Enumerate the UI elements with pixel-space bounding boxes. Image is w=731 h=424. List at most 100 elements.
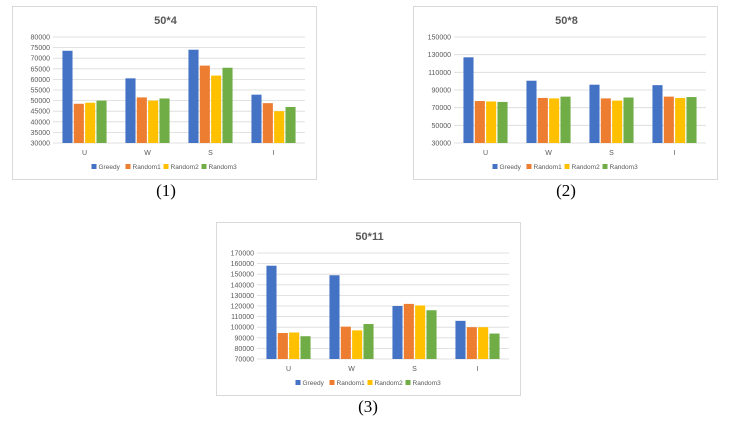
y-tick-label: 50000 [31, 98, 51, 105]
bar-random2-i [675, 97, 686, 143]
bar-random2-w [352, 330, 363, 359]
legend-swatch-greedy [295, 380, 301, 385]
bar-greedy-s [589, 84, 600, 143]
bar-greedy-i [251, 94, 262, 143]
y-tick-label: 110000 [428, 70, 451, 77]
y-tick-label: 100000 [231, 325, 254, 332]
y-tick-label: 80000 [31, 35, 51, 42]
bar-random2-u [486, 101, 497, 143]
bar-random2-s [612, 100, 623, 143]
x-tick-label: S [412, 366, 417, 373]
x-tick-label: W [144, 150, 151, 157]
legend-label-random2: Random2 [572, 164, 601, 171]
y-tick-label: 40000 [31, 119, 51, 126]
caption-2: (2) [556, 181, 576, 200]
caption-3: (3) [358, 397, 378, 416]
legend-swatch-random1 [526, 164, 532, 169]
y-tick-label: 50000 [432, 123, 452, 130]
legend-label-greedy: Greedy [99, 164, 121, 171]
legend-swatch-random1 [329, 380, 335, 385]
x-tick-label: I [674, 150, 676, 157]
legend-label-random3: Random3 [610, 164, 639, 171]
bar-random3-u [300, 336, 311, 359]
chart-panel-3: 50*11 170000 160000 150000 140000 130000 12000… [216, 222, 521, 396]
legend-swatch-greedy [91, 164, 97, 169]
bar-random1-u [474, 101, 485, 143]
chart-title: 50*4 [154, 15, 178, 27]
bar-random2-i [274, 111, 285, 143]
bar-random1-u [277, 333, 288, 359]
bar-random3-u [497, 101, 508, 143]
y-tick-label: 150000 [231, 272, 254, 279]
legend-label-greedy: Greedy [500, 164, 522, 171]
y-tick-label: 70000 [31, 56, 51, 63]
y-tick-label: 75000 [31, 45, 51, 52]
y-tick-label: 170000 [231, 251, 254, 258]
legend-swatch-random2 [367, 380, 373, 385]
y-tick-label: 55000 [31, 88, 51, 95]
bar-random2-u [85, 102, 96, 143]
y-tick-label: 150000 [428, 35, 451, 42]
y-tick-label: 160000 [231, 261, 254, 268]
bar-greedy-u [62, 50, 73, 143]
x-tick-label: S [208, 150, 213, 157]
legend-swatch-greedy [492, 164, 498, 169]
legend-swatch-random3 [201, 164, 207, 169]
bar-random1-i [262, 103, 273, 143]
y-tick-label: 120000 [231, 304, 254, 311]
y-tick-label: 45000 [31, 109, 51, 116]
bar-random1-u [73, 103, 84, 143]
y-tick-label: 30000 [432, 141, 452, 148]
legend-swatch-random2 [163, 164, 169, 169]
bar-random3-i [285, 106, 296, 143]
legend-swatch-random3 [405, 380, 411, 385]
x-tick-label: U [483, 150, 488, 157]
bar-random1-i [466, 327, 477, 359]
bar-greedy-w [125, 78, 136, 143]
chart-panel-2: 50*8 150000 130000 110000 90000 70000 50000 300… [413, 6, 718, 180]
bar-random1-s [600, 98, 611, 143]
bar-random2-s [415, 305, 426, 359]
legend-label-random2: Random2 [171, 164, 200, 171]
legend-label-random1: Random1 [337, 380, 366, 387]
legend-swatch-random3 [602, 164, 608, 169]
bar-random1-i [663, 96, 674, 143]
bar-random3-s [222, 67, 233, 143]
bar-random3-s [623, 97, 634, 143]
bar-greedy-i [652, 85, 663, 143]
y-tick-label: 130000 [231, 293, 254, 300]
bar-random2-s [211, 75, 222, 143]
bar-greedy-s [188, 49, 199, 143]
caption-1: (1) [156, 181, 176, 200]
y-tick-label: 35000 [31, 130, 51, 137]
y-tick-label: 80000 [235, 346, 255, 353]
chart-panel-1: 50*4 80000 75000 70000 65000 60000 55000 50000 4… [12, 6, 317, 180]
y-tick-label: 140000 [231, 282, 254, 289]
legend-label-random3: Random3 [413, 380, 442, 387]
bar-random1-w [136, 97, 147, 143]
bar-greedy-i [455, 320, 466, 359]
bar-random3-i [686, 97, 697, 143]
bar-random1-w [537, 97, 548, 143]
legend-label-random3: Random3 [209, 164, 238, 171]
bar-greedy-s [392, 306, 403, 359]
legend-label-random1: Random1 [534, 164, 563, 171]
bar-greedy-u [463, 57, 474, 143]
bar-random3-w [560, 96, 571, 143]
y-tick-label: 60000 [31, 77, 51, 84]
chart-svg-2: 50*8 150000 130000 110000 90000 70000 50000 300… [428, 15, 706, 171]
x-tick-label: I [477, 366, 479, 373]
bar-random3-u [96, 100, 107, 143]
y-tick-label: 70000 [235, 357, 255, 364]
chart-title: 50*8 [555, 15, 578, 27]
bar-random1-w [340, 326, 351, 359]
bar-random1-s [403, 303, 414, 359]
legend-swatch-random2 [564, 164, 570, 169]
chart-title: 50*11 [355, 231, 383, 243]
x-tick-label: U [82, 150, 87, 157]
legend-swatch-random1 [125, 164, 131, 169]
y-tick-label: 130000 [428, 52, 451, 59]
y-tick-label: 110000 [231, 314, 254, 321]
bar-random3-s [426, 310, 437, 359]
y-tick-label: 65000 [31, 66, 51, 73]
